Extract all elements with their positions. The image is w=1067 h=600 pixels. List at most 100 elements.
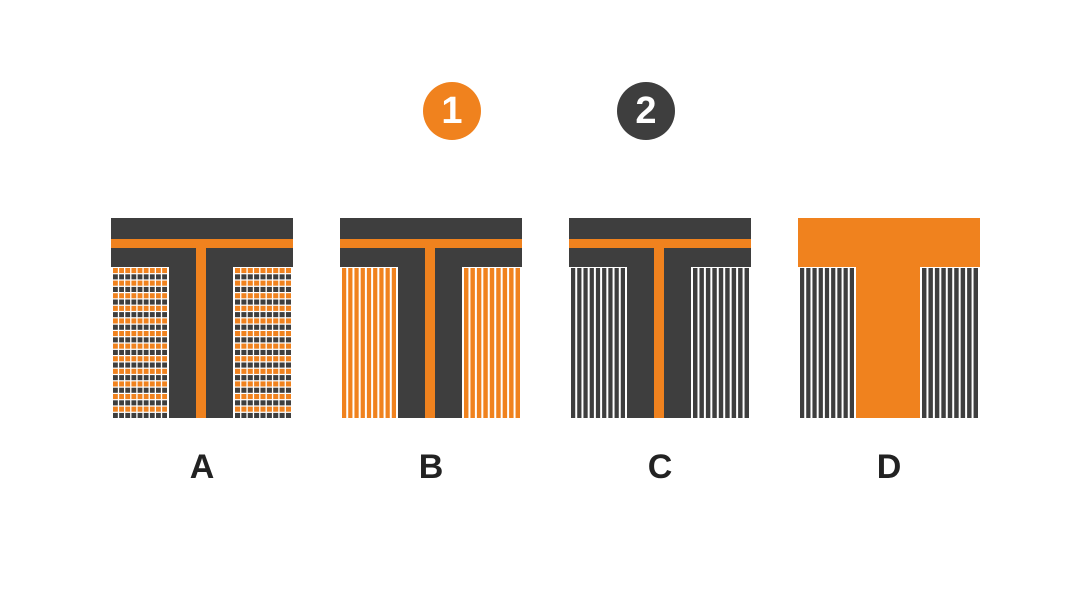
left-side-cell [119, 337, 124, 343]
right-side-cell [247, 387, 253, 393]
right-side-cell [266, 349, 272, 355]
right-side-cell [266, 286, 272, 292]
right-side-cell [254, 293, 260, 299]
left-side-cell [156, 299, 161, 305]
left-side-cell [149, 337, 155, 343]
right-side-cell [260, 381, 266, 387]
left-side-cell [131, 293, 137, 299]
right-side-cell [247, 305, 253, 311]
left-side-stripe [837, 268, 842, 418]
right-side-cell [273, 312, 279, 318]
right-side-cell [241, 368, 247, 374]
left-side-cell [162, 368, 167, 374]
left-side-cell [162, 268, 167, 274]
left-side-cell [156, 305, 161, 311]
right-side-cell [254, 406, 260, 412]
right-side-cell [241, 331, 247, 337]
right-side-cell [241, 305, 247, 311]
left-side-stripe [818, 268, 823, 418]
right-side-cell [266, 293, 272, 299]
right-side-cell [285, 312, 291, 318]
left-side-cell [149, 356, 155, 362]
right-side-cell [285, 305, 291, 311]
right-side-cell [235, 305, 241, 311]
left-side-cell [131, 394, 137, 400]
right-side-cell [241, 400, 247, 406]
left-side-cell [162, 274, 167, 280]
left-side-cell [162, 305, 167, 311]
left-side-cell [131, 331, 137, 337]
right-side-cell [279, 387, 285, 393]
legend-badge-1-number: 1 [441, 90, 463, 132]
left-side-cell [143, 268, 149, 274]
left-side-cell [149, 324, 155, 330]
left-side-cell [125, 318, 131, 324]
right-side-cell [285, 293, 291, 299]
right-side-stripe [705, 268, 711, 418]
right-side-stripe [496, 268, 501, 418]
left-side-cell [113, 280, 118, 286]
right-side-cell [260, 343, 266, 349]
left-side-cell [119, 274, 124, 280]
left-side-cell [113, 368, 118, 374]
right-side-cell [247, 394, 253, 400]
right-side-cell [285, 324, 291, 330]
left-side-cell [162, 381, 167, 387]
right-side-cell [279, 293, 285, 299]
legend-badge-1: 1 [423, 82, 481, 140]
right-side-cell [279, 406, 285, 412]
right-side-stripe [941, 268, 946, 418]
top-bar [798, 218, 980, 267]
right-side-cell [247, 299, 253, 305]
left-side-cell [143, 343, 149, 349]
left-side-cell [125, 400, 131, 406]
left-side-cell [119, 349, 124, 355]
right-side-cell [273, 381, 279, 387]
right-side-cell [273, 349, 279, 355]
left-side-cell [137, 286, 143, 292]
right-side-cell [247, 406, 253, 412]
left-side-cell [149, 349, 155, 355]
right-side-cell [241, 280, 247, 286]
right-side-cell [285, 368, 291, 374]
left-side-cell [113, 331, 118, 337]
left-side-cell [149, 312, 155, 318]
right-side-cell [235, 318, 241, 324]
left-side-cell [131, 406, 137, 412]
right-side-cell [260, 268, 266, 274]
left-side-cell [137, 368, 143, 374]
right-side-cell [260, 406, 266, 412]
stem [856, 266, 920, 418]
left-side-cell [131, 349, 137, 355]
left-side-cell [131, 362, 137, 368]
left-side-cell [143, 280, 149, 286]
right-side-cell [247, 318, 253, 324]
diagram-label-d: D [876, 448, 902, 486]
right-side-cell [260, 286, 266, 292]
left-side-cell [131, 337, 137, 343]
left-side-cell [119, 286, 124, 292]
left-side-cell [149, 318, 155, 324]
right-side-cell [254, 305, 260, 311]
left-side-cell [113, 406, 118, 412]
right-side-cell [273, 406, 279, 412]
right-side-cell [241, 312, 247, 318]
left-side-cell [156, 268, 161, 274]
left-side-cell [137, 381, 143, 387]
right-side-cell [235, 406, 241, 412]
right-side-cell [254, 412, 260, 418]
right-side-cell [279, 349, 285, 355]
left-side-cell [149, 286, 155, 292]
left-side-cell [113, 293, 118, 299]
right-side-cell [273, 331, 279, 337]
right-side-cell [285, 381, 291, 387]
right-side-cell [235, 387, 241, 393]
left-side-cell [137, 387, 143, 393]
right-side-stripe [960, 268, 966, 418]
left-side-cell [125, 368, 131, 374]
left-side-stripe [360, 268, 365, 418]
left-side-cell [156, 274, 161, 280]
right-side-cell [279, 324, 285, 330]
right-side-cell [247, 381, 253, 387]
right-side-cell [260, 394, 266, 400]
